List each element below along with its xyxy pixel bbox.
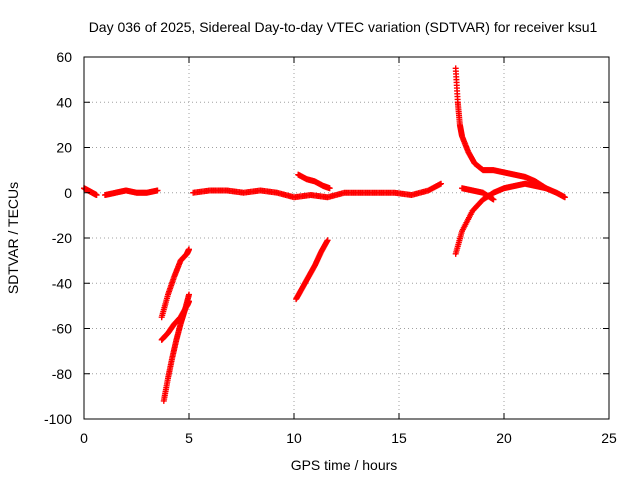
- axis-ticks: [83, 56, 610, 420]
- y-tick-label: -40: [52, 275, 72, 291]
- series-seg-e: [452, 65, 568, 201]
- chart-title: Day 036 of 2025, Sidereal Day-to-day VTE…: [89, 19, 598, 35]
- series-seg-k: [293, 237, 331, 303]
- tick-labels: 0 5 10 15 20 25 -100 -80 -60 -40 -20 0 20 40 60: [44, 49, 617, 446]
- y-tick-label: 60: [56, 49, 72, 65]
- y-tick-label: -20: [52, 230, 72, 246]
- data-point: [186, 246, 192, 253]
- series-seg-d: [295, 171, 333, 192]
- x-tick-label: 20: [496, 430, 512, 446]
- data-point: [326, 185, 333, 192]
- series-seg-h: [158, 246, 192, 321]
- data-point: [490, 196, 497, 203]
- data-point: [324, 237, 331, 244]
- series-seg-j: [160, 291, 192, 404]
- y-tick-label: -100: [44, 411, 72, 427]
- y-tick-label: 40: [56, 94, 72, 110]
- y-tick-label: -80: [52, 366, 72, 382]
- x-tick-label: 5: [185, 430, 193, 446]
- series-seg-g: [459, 185, 497, 203]
- x-tick-label: 25: [601, 430, 617, 446]
- data-point: [186, 291, 192, 298]
- series-seg-b: [102, 187, 161, 199]
- grid: [84, 57, 609, 419]
- data-point: [154, 187, 161, 194]
- x-axis-label: GPS time / hours: [291, 457, 398, 473]
- x-tick-label: 0: [80, 430, 88, 446]
- y-axis-label: SDTVAR / TECUs: [5, 182, 21, 294]
- data-point: [438, 180, 444, 187]
- x-tick-label: 15: [391, 430, 407, 446]
- plot-frame: [83, 56, 610, 420]
- y-tick-label: 0: [64, 185, 72, 201]
- y-tick-label: 20: [56, 140, 72, 156]
- data-point: [543, 185, 549, 192]
- y-tick-label: -60: [52, 321, 72, 337]
- data-points: [81, 65, 568, 404]
- series-seg-f: [452, 180, 549, 257]
- x-tick-label: 10: [286, 430, 302, 446]
- series-seg-c: [190, 180, 444, 201]
- data-point: [561, 194, 568, 201]
- data-point: [93, 192, 100, 199]
